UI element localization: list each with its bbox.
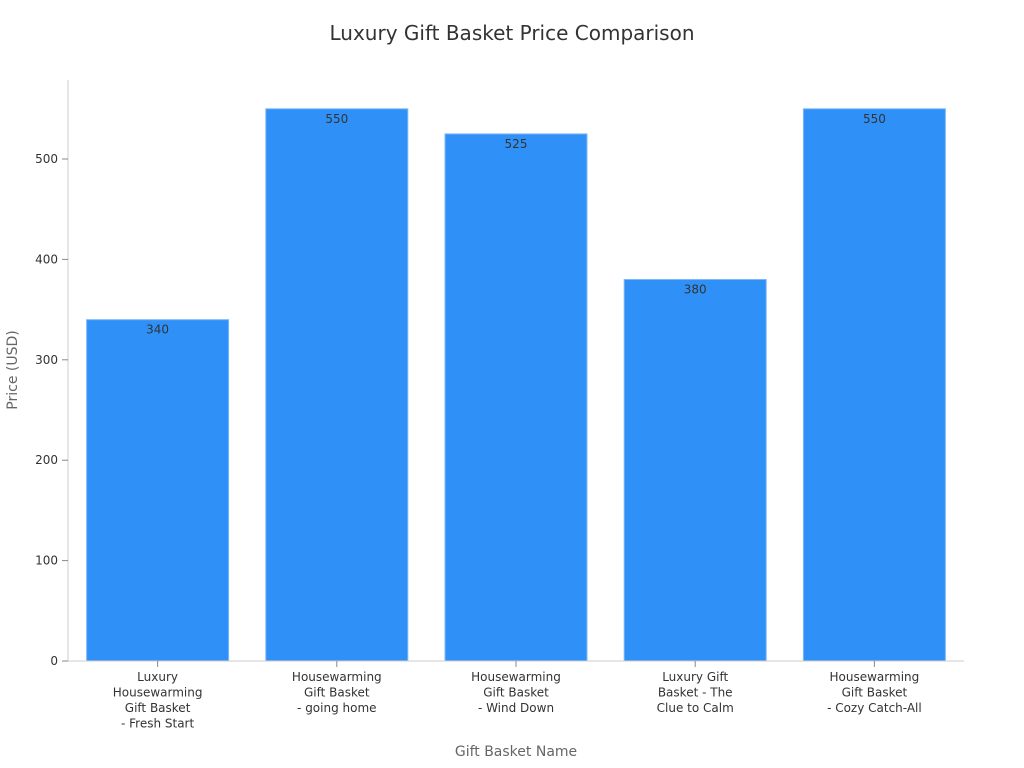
bar [86,319,230,662]
bar-value-label: 550 [863,112,886,126]
bar-value-label: 550 [325,112,348,126]
chart-title: Luxury Gift Basket Price Comparison [330,21,695,45]
x-tick-label: Luxury Gift Basket - The Clue to Calm [657,670,734,715]
y-tick-label: 200 [35,453,58,467]
bar-value-label: 525 [505,137,528,151]
bar [265,108,409,662]
y-tick-label: 300 [35,353,58,367]
bar [444,133,588,662]
y-axis: 0 100 200 300 400 500 [35,80,69,668]
y-tick-label: 0 [50,654,58,668]
bar-value-label: 340 [146,323,169,337]
x-tick-label: Luxury Housewarming Gift Basket - Fresh Sta… [113,670,203,731]
x-tick-label: Housewarming Gift Basket - Wind Down [471,670,561,715]
bar [623,278,767,662]
y-tick-label: 500 [35,152,58,166]
x-tick-label: Housewarming Gift Basket - going home [292,670,382,715]
x-tick-label: Housewarming Gift Basket - Cozy Catch-All [827,670,922,715]
bar [802,108,946,662]
bars-group: 340 550 525 380 550 [86,108,946,662]
bar-value-label: 380 [684,282,707,296]
x-axis: Luxury Housewarming Gift Basket - Fresh Sta… [68,660,964,731]
y-tick-label: 400 [35,252,58,266]
x-axis-title: Gift Basket Name [455,744,577,760]
y-axis-title: Price (USD) [5,330,21,409]
y-tick-label: 100 [35,554,58,568]
